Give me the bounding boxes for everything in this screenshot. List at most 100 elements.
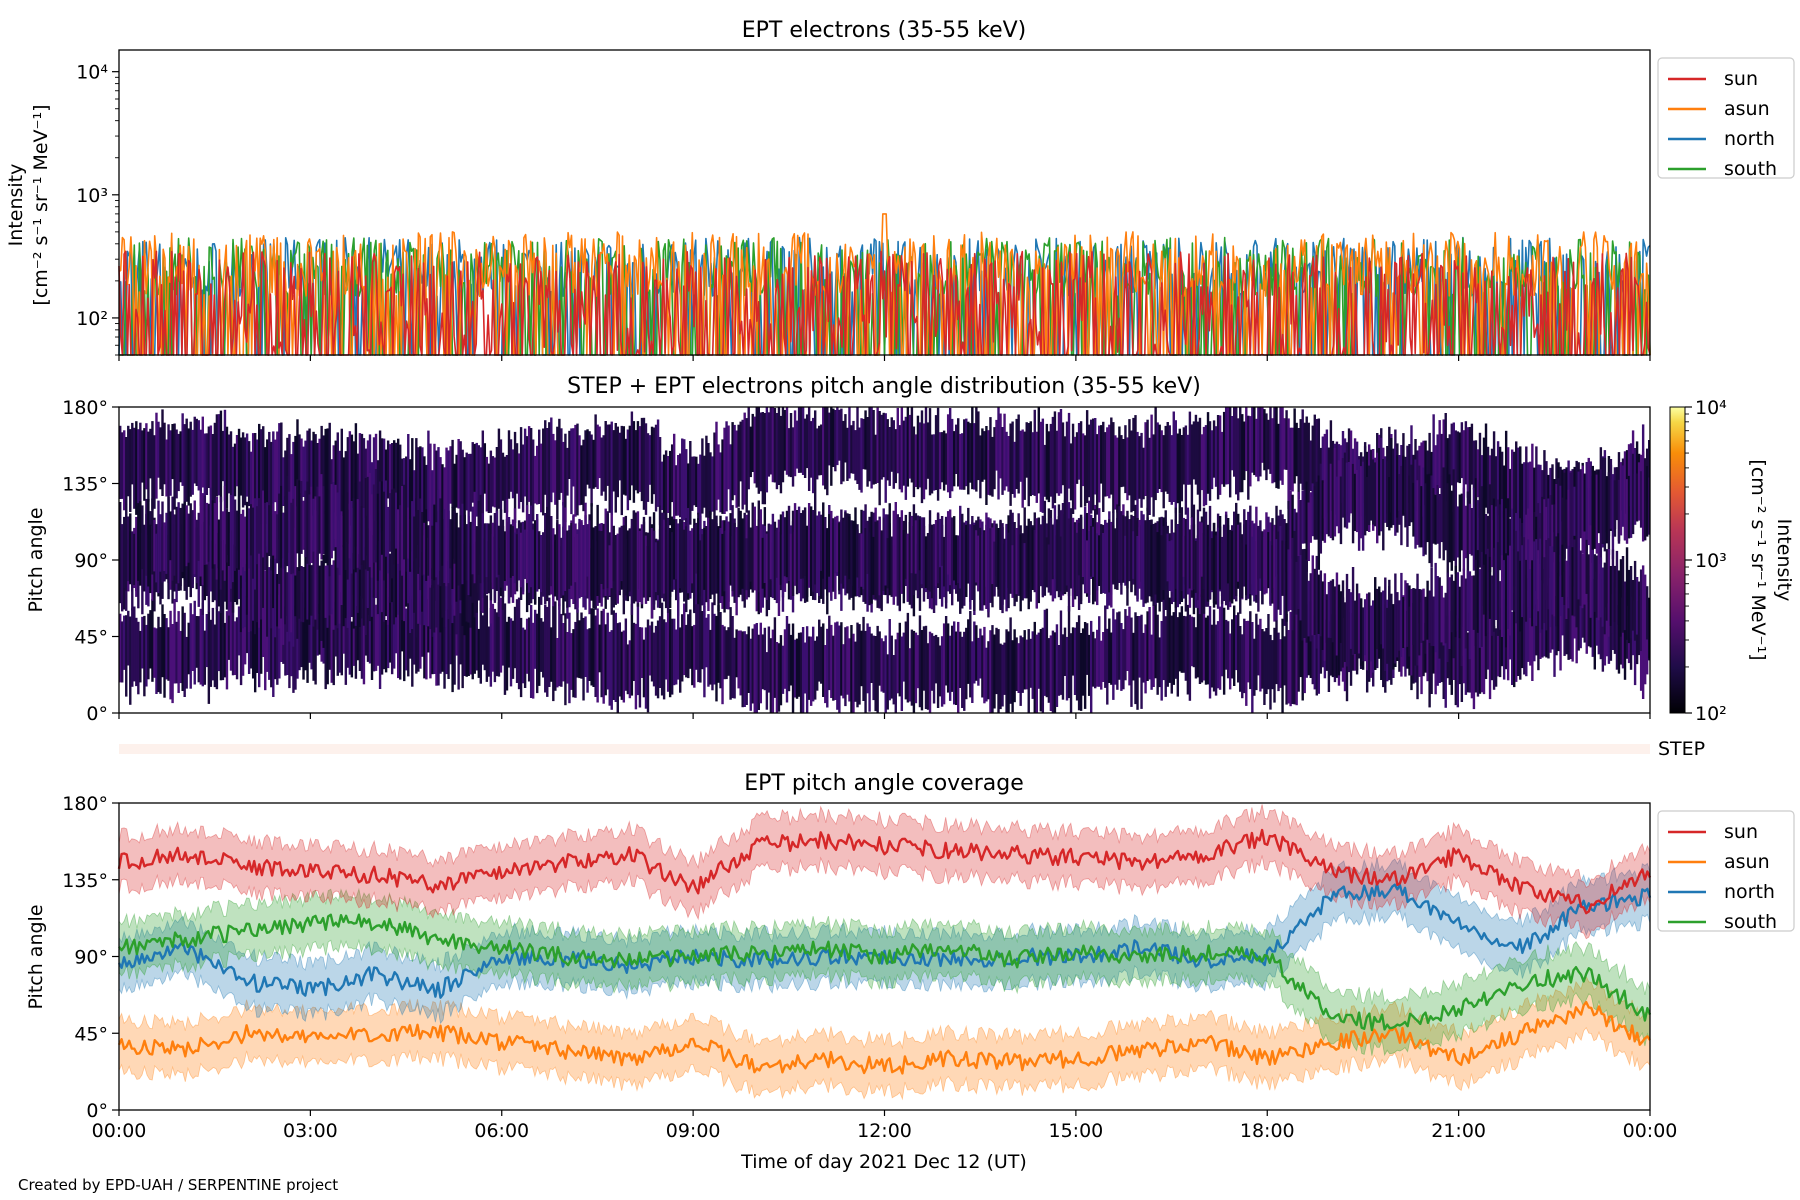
pad-bin xyxy=(1617,605,1621,674)
pad-bin xyxy=(1061,503,1065,595)
pad-bin xyxy=(338,450,341,521)
pad-bin xyxy=(1178,428,1182,514)
pad-bin xyxy=(666,517,670,613)
pad-bin xyxy=(1285,410,1288,470)
pad-bin xyxy=(1228,633,1232,690)
pad-bin xyxy=(1269,541,1272,606)
pad-bin xyxy=(409,551,412,633)
pad-bin xyxy=(143,615,146,697)
pad-bin xyxy=(1096,629,1099,687)
pad-bin xyxy=(278,423,281,501)
pad-bin xyxy=(199,429,202,506)
pad-bin xyxy=(1017,513,1020,596)
pad-bin xyxy=(586,429,589,485)
pad-bin xyxy=(1557,478,1560,574)
pad-bin xyxy=(771,513,775,581)
pad-bin xyxy=(1230,530,1234,604)
pad-bin xyxy=(1073,436,1077,510)
pad-bin xyxy=(1094,638,1097,689)
pad-bin xyxy=(366,476,370,571)
pad-bin xyxy=(822,407,825,486)
pad-bin xyxy=(801,627,805,713)
pad-bin xyxy=(223,485,227,581)
pad-bin xyxy=(133,533,136,586)
pad-bin xyxy=(507,430,511,499)
pad-bin xyxy=(914,434,918,487)
pad-bin xyxy=(1581,465,1584,554)
pad-bin xyxy=(1303,489,1306,544)
pad-bin xyxy=(570,428,573,515)
pad-bin xyxy=(227,511,231,566)
pad-bin xyxy=(205,614,209,668)
pad-bin xyxy=(813,640,817,700)
pad-bin xyxy=(1414,459,1417,549)
pad-bin xyxy=(1623,585,1627,680)
pad-bin xyxy=(1007,631,1010,713)
pad-bin xyxy=(489,450,493,513)
pad-bin xyxy=(1317,622,1321,694)
pad-bin xyxy=(119,613,122,683)
pad-bin xyxy=(397,509,400,564)
pad-bin xyxy=(1017,643,1020,693)
pad-bin xyxy=(864,528,867,604)
pad-bin xyxy=(703,455,706,508)
pad-bin xyxy=(1237,418,1240,501)
pad-bin xyxy=(1037,632,1041,689)
pad-bin xyxy=(1132,531,1135,579)
pad-bin xyxy=(334,601,337,657)
pad-bin xyxy=(1629,566,1633,639)
pad-bin xyxy=(858,624,861,705)
pad-bin xyxy=(1380,592,1383,645)
pad-bin xyxy=(578,518,581,599)
pad-bin xyxy=(556,638,559,688)
pad-bin xyxy=(1202,426,1206,507)
pad-bin xyxy=(143,525,146,589)
pad-bin xyxy=(1067,412,1071,489)
pad-bin xyxy=(582,617,585,701)
pad-bin xyxy=(119,425,122,499)
pad-bin xyxy=(664,622,668,680)
pad-bin xyxy=(727,627,730,676)
pad-bin xyxy=(1581,553,1584,609)
pad-bin xyxy=(215,496,219,580)
pad-bin xyxy=(354,600,358,679)
pad-bin xyxy=(310,486,313,563)
pad-bin xyxy=(1637,581,1641,656)
pad-bin xyxy=(1595,474,1599,554)
pad-bin xyxy=(1176,433,1180,504)
pad-bin xyxy=(255,529,259,623)
pad-bin xyxy=(258,423,261,515)
pad-bin xyxy=(1363,442,1367,536)
pad-bin xyxy=(1100,534,1103,594)
pad-bin xyxy=(868,532,871,597)
pad-bin xyxy=(1233,605,1236,686)
pad-bin xyxy=(360,523,364,619)
pad-bin xyxy=(540,443,543,513)
pad-bin xyxy=(1388,579,1391,652)
pad-bin xyxy=(999,519,1002,610)
pad-bin xyxy=(828,412,831,466)
pad-bin xyxy=(213,503,217,565)
pad-bin xyxy=(1182,427,1186,485)
pad-bin xyxy=(1386,461,1389,527)
pad-bin xyxy=(737,424,740,507)
pad-bin xyxy=(173,598,176,684)
pad-bin xyxy=(959,433,962,490)
pad-bin xyxy=(999,413,1002,479)
pad-bin xyxy=(147,499,150,587)
pad-bin xyxy=(1069,508,1073,589)
pad-bin xyxy=(1293,530,1296,617)
pad-bin xyxy=(707,614,710,687)
pad-bin xyxy=(521,444,525,513)
pad-bin xyxy=(435,522,438,578)
pad-bin xyxy=(423,535,426,626)
pad-bin xyxy=(1275,620,1278,685)
pad-bin xyxy=(997,528,1000,590)
y-tick-label: 90° xyxy=(74,947,108,969)
pad-bin xyxy=(912,426,916,498)
pad-bin xyxy=(1440,476,1443,543)
pad-bin xyxy=(1605,607,1609,657)
pad-bin xyxy=(1259,618,1262,692)
pad-bin xyxy=(1575,469,1578,549)
